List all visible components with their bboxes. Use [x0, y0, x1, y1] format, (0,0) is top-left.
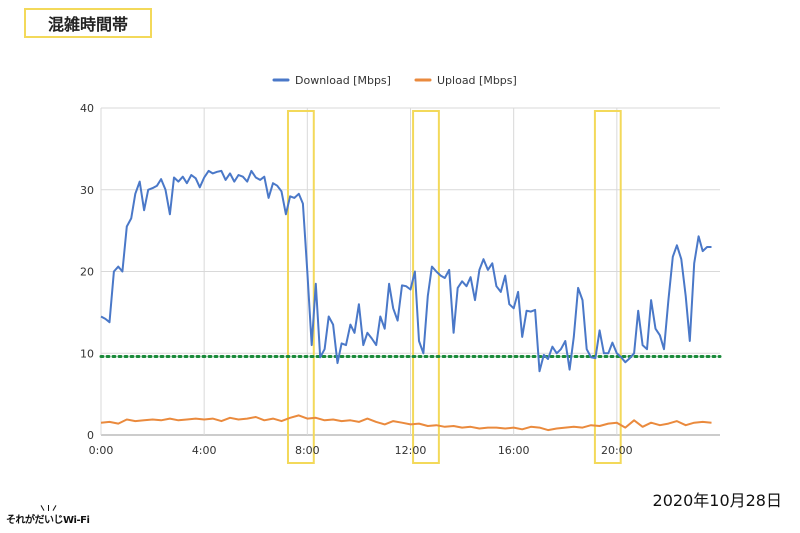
congestion-highlight-box — [593, 110, 622, 464]
y-tick-label: 10 — [80, 347, 94, 360]
y-tick-label: 20 — [80, 266, 94, 279]
highlight-layer — [286, 110, 622, 464]
y-tick-label: 0 — [87, 429, 94, 442]
x-tick-label: 4:00 — [192, 444, 217, 457]
legend-label: Upload [Mbps] — [437, 74, 517, 87]
congestion-highlight-box — [412, 110, 440, 464]
y-tick-label: 30 — [80, 184, 94, 197]
x-tick-label: 16:00 — [498, 444, 530, 457]
date-label: 2020年10月28日 — [652, 491, 782, 510]
y-tick-label: 40 — [80, 102, 94, 115]
download-series-line — [100, 169, 712, 373]
chart-legend: Download [Mbps] Upload [Mbps] — [272, 74, 517, 87]
axis-layer: 0 10 20 30 40 0:00 4:00 8:00 12:00 16:00 20:00 — [80, 102, 633, 457]
x-tick-label: 20:00 — [601, 444, 633, 457]
series-layer — [99, 169, 722, 432]
x-tick-label: 8:00 — [295, 444, 320, 457]
congestion-highlight-box — [286, 110, 315, 464]
legend-label: Download [Mbps] — [295, 74, 391, 87]
x-tick-label: 12:00 — [395, 444, 427, 457]
logo-text: それがだいじWi-Fi — [6, 515, 90, 526]
upload-series-line — [100, 414, 712, 432]
page-title: 混雑時間帯 — [24, 8, 152, 38]
x-tick-label: 0:00 — [89, 444, 114, 457]
grid-layer — [100, 107, 720, 436]
brand-logo: それがだいじWi-Fi — [6, 505, 116, 529]
